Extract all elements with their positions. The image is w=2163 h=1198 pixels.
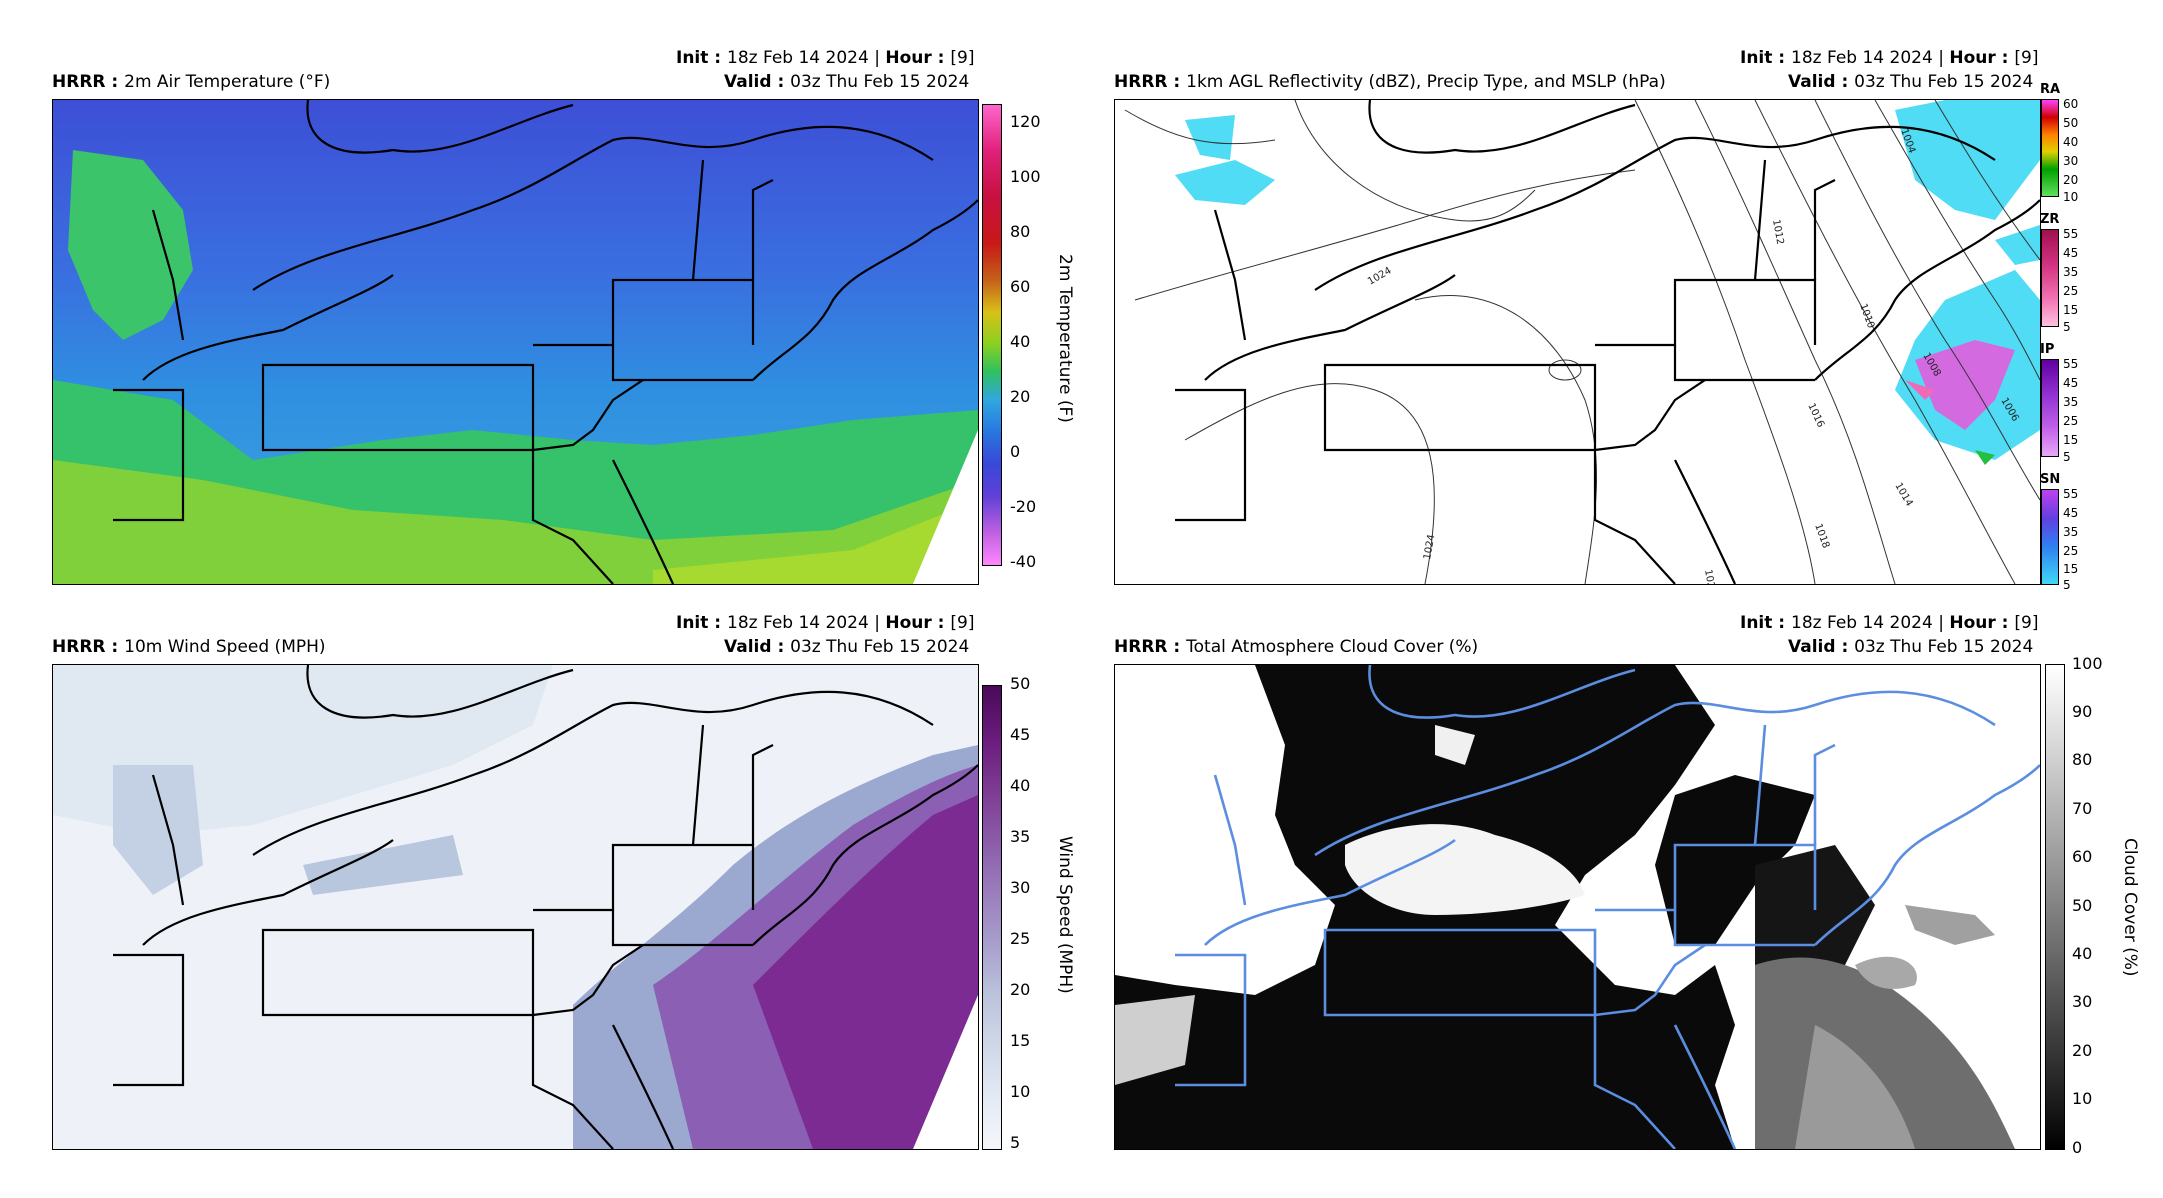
ip-tick: 55 [2063,357,2079,371]
temp-tick: 20 [1010,387,1031,406]
cloud-tick: 20 [2072,1041,2093,1060]
refl-valid-line: Valid : 03z Thu Feb 15 2024 [1788,72,2034,92]
cloud-cover-colorbar-title: Cloud Cover (%) [2120,838,2140,977]
sn-tick: 55 [2063,487,2079,501]
ip-tick: 15 [2063,433,2079,447]
temp-tick: 100 [1010,167,1041,186]
zr-tick: 35 [2063,265,2079,279]
sn-tick: 5 [2063,578,2071,592]
zr-label: ZR [2040,212,2060,227]
isobar-label: 1018 [1812,522,1831,550]
temp-tick: 80 [1010,222,1031,241]
temperature-colorbar-title: 2m Temperature (F) [1055,254,1075,423]
ra-tick: 40 [2063,135,2079,149]
isobar-label: 1024 [1422,534,1437,561]
ra-tick: 60 [2063,97,2079,111]
zr-tick: 25 [2063,284,2079,298]
refl-init-line: Init : 18z Feb 14 2024 | Hour : [9] [1740,48,2039,68]
ip-tick: 5 [2063,450,2071,464]
isobar-label: 1014 [1892,481,1914,509]
ra-tick: 30 [2063,154,2079,168]
wind-tick: 30 [1010,878,1031,897]
wind-tick: 15 [1010,1031,1031,1050]
cloud-cover-map [1114,664,2041,1150]
temp-tick: 120 [1010,112,1041,131]
wind-tick: 50 [1010,674,1031,693]
wind-tick: 25 [1010,929,1031,948]
ra-tick: 50 [2063,116,2079,130]
isobar-label: 1010 [1857,302,1876,330]
reflectivity-map: 1024 1012 1010 1008 1006 1016 1014 1018 … [1114,99,2041,585]
zr-colorbar [2041,229,2059,327]
wind-valid-line: Valid : 03z Thu Feb 15 2024 [724,637,970,657]
zr-tick: 5 [2063,320,2071,334]
temp-tick: -40 [1010,552,1037,571]
cloud-tick: 90 [2072,702,2093,721]
cloud-init-line: Init : 18z Feb 14 2024 | Hour : [9] [1740,613,2039,633]
cloud-tick: 70 [2072,799,2093,818]
wind-tick: 5 [1010,1133,1021,1152]
temperature-colorbar [982,104,1002,566]
sn-tick: 45 [2063,506,2079,520]
cloud-tick: 80 [2072,750,2093,769]
isobar-label: 1016 [1805,402,1826,430]
ip-tick: 45 [2063,376,2079,390]
cloud-tick: 10 [2072,1089,2093,1108]
sn-tick: 25 [2063,544,2079,558]
cloud-tick: 60 [2072,847,2093,866]
isobar-label: 1024 [1366,265,1394,287]
ip-tick: 25 [2063,414,2079,428]
zr-tick: 45 [2063,246,2079,260]
ra-tick: 10 [2063,190,2079,204]
ra-tick: 20 [2063,173,2079,187]
temp-valid-line: Valid : 03z Thu Feb 15 2024 [724,72,970,92]
sn-tick: 35 [2063,525,2079,539]
cloud-tick: 100 [2072,654,2103,673]
cloud-tick: 50 [2072,896,2093,915]
cloud-title: HRRR : Total Atmosphere Cloud Cover (%) [1114,637,1479,657]
ra-label: RA [2040,82,2061,97]
wind-tick: 35 [1010,827,1031,846]
cloud-valid-line: Valid : 03z Thu Feb 15 2024 [1788,637,2034,657]
wind-speed-colorbar-title: Wind Speed (MPH) [1055,836,1075,994]
sn-label: SN [2040,472,2061,487]
ra-colorbar [2041,99,2059,197]
wind-speed-map [52,664,979,1150]
temp-tick: -20 [1010,497,1037,516]
cloud-cover-colorbar [2045,664,2065,1150]
ip-label: IP [2040,342,2055,357]
temp-tick: 0 [1010,442,1021,461]
sn-colorbar [2041,489,2059,585]
temp-tick: 60 [1010,277,1031,296]
temperature-map [52,99,979,585]
isobar-label: 1022 [1702,569,1717,584]
wind-tick: 10 [1010,1082,1031,1101]
temp-title: HRRR : 2m Air Temperature (°F) [52,72,331,92]
ip-tick: 35 [2063,395,2079,409]
temp-init-line: Init : 18z Feb 14 2024 | Hour : [9] [676,48,975,68]
refl-title: HRRR : 1km AGL Reflectivity (dBZ), Preci… [1114,72,1666,92]
wind-speed-colorbar [982,685,1002,1150]
sn-tick: 15 [2063,562,2079,576]
wind-init-line: Init : 18z Feb 14 2024 | Hour : [9] [676,613,975,633]
wind-tick: 45 [1010,725,1031,744]
temp-tick: 40 [1010,332,1031,351]
isobar-label: 1012 [1770,219,1785,246]
cloud-tick: 30 [2072,992,2093,1011]
zr-tick: 15 [2063,303,2079,317]
wind-tick: 20 [1010,980,1031,999]
cloud-tick: 0 [2072,1138,2083,1157]
zr-tick: 55 [2063,227,2079,241]
cloud-tick: 40 [2072,944,2093,963]
wind-tick: 40 [1010,776,1031,795]
ip-colorbar [2041,359,2059,457]
wind-title: HRRR : 10m Wind Speed (MPH) [52,637,326,657]
